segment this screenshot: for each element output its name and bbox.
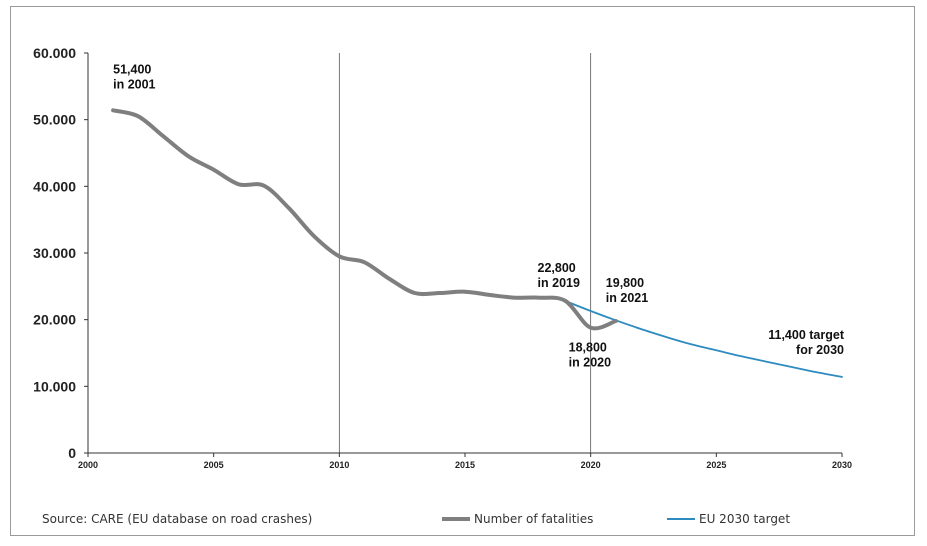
legend-label-target: EU 2030 target [699,512,791,526]
legend-item-target: EU 2030 target [667,512,790,526]
y-tick-label: 0 [68,445,76,461]
legend-label-fatalities: Number of fatalities [474,512,594,526]
series-line-fatalities [111,108,618,331]
annotation-text: 18,800 [569,341,607,355]
axes: 0 10.000 20.000 30.000 40.000 50.000 60.000 200… [33,45,852,470]
x-tick-label: 2005 [204,460,224,470]
annotation-text: 19,800 [606,276,644,290]
annotation-text: in 2001 [113,77,155,91]
y-tick-label: 30.000 [33,245,76,261]
y-tick-label: 10.000 [33,378,76,394]
chart-frame [10,6,915,536]
legend-swatch-target [667,518,695,520]
x-tick-label: 2030 [832,460,852,470]
annotation-text: in 2020 [569,356,611,370]
x-tick-label: 2020 [581,460,601,470]
annotation-text: 22,800 [538,261,576,275]
y-tick-label: 50.000 [33,112,76,128]
x-tick-label: 2015 [455,460,475,470]
source-note: Source: CARE (EU database on road crashe… [42,512,313,526]
series-lines [111,108,843,378]
series-line-eu-target [564,300,843,378]
x-tick-label: 2010 [329,460,349,470]
annotation-text: for 2030 [796,343,844,357]
annotation-text: 11,400 target [768,328,845,342]
x-tick-label: 2000 [78,460,98,470]
annotation-text: in 2019 [538,276,580,290]
gridlines [338,53,592,453]
y-tick-label: 40.000 [33,178,76,194]
y-tick-label: 60.000 [33,45,76,61]
annotation-text: 51,400 [113,62,151,76]
legend-swatch-fatalities [442,517,470,521]
x-tick-label: 2025 [706,460,726,470]
y-tick-label: 20.000 [33,312,76,328]
legend-item-fatalities: Number of fatalities [442,512,593,526]
annotation-text: in 2021 [606,291,648,305]
